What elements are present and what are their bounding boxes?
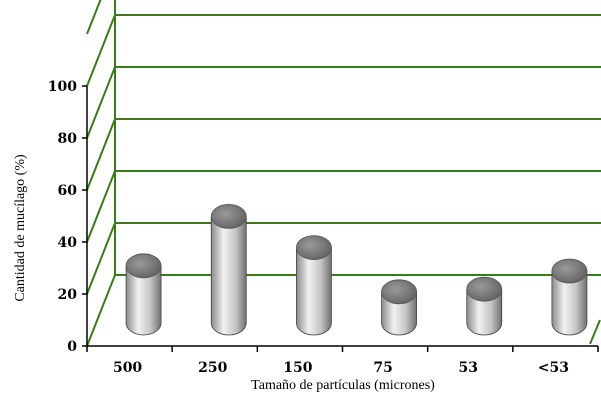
bar-top-<53 [551,258,588,284]
y-tick-label-0: 0 [67,339,77,355]
bar-body-250 [210,216,247,336]
y-axis-title: Cantidad de mucílago (%) [13,154,28,302]
y-tick-label-100: 100 [48,79,77,95]
bar-<53 [551,258,588,336]
bar-150 [296,235,332,336]
y-tick-labels: 0 20 40 60 80 100 [48,79,77,355]
bar-top-500 [125,253,162,279]
bar-body-500 [125,265,162,336]
axes [82,85,599,352]
bars [125,203,588,336]
bar-top-53 [466,276,503,302]
grid-diagonal-120 [86,0,102,35]
bar-top-75 [381,279,417,305]
bar-75 [381,279,417,336]
floor-right-edge [589,319,601,345]
bar-500 [125,253,162,336]
x-tick-label-3: 75 [373,360,392,376]
gridlines [86,0,601,347]
grid-diagonal-60 [86,118,116,191]
x-tick-label-1: 250 [198,360,227,376]
grid-diagonal-80 [86,66,116,139]
x-tick-label-5: <53 [538,360,569,376]
x-tick-label-4: 53 [459,360,478,376]
bar-top-250 [210,203,247,229]
x-axis-title: Tamaño de partículas (micrones) [251,378,435,393]
bar-53 [466,276,503,336]
grid-diagonal-0 [86,274,116,347]
x-tick-label-0: 500 [113,360,142,376]
bar-body-<53 [551,270,588,336]
x-tick-labels: 500 250 150 75 53 <53 [113,360,569,376]
y-tick-label-60: 60 [58,183,78,199]
grid-diagonal-20 [86,222,116,295]
bar-body-53 [466,288,503,336]
y-tick-label-80: 80 [58,131,78,147]
bar-top-150 [296,235,332,261]
bar-body-150 [296,247,332,336]
grid-diagonal-100 [86,14,116,87]
x-tick-label-2: 150 [283,360,312,376]
grid-diagonal-40 [86,170,116,243]
y-tick-label-20: 20 [58,287,78,303]
bar-250 [210,203,247,336]
y-tick-label-40: 40 [58,235,78,251]
